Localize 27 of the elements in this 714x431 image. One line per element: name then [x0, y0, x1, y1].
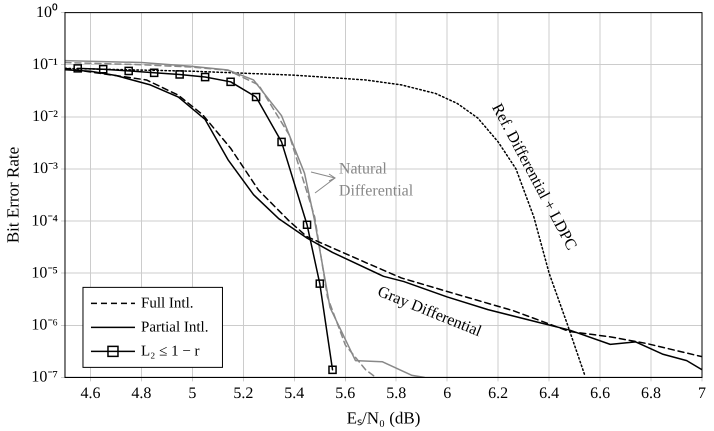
legend-label: Full Intl. [140, 295, 194, 312]
y-tick-label: 10⁻⁶ [31, 316, 58, 334]
y-tick-label: 10⁰ [36, 2, 58, 21]
x-axis-title: Eₛ/N₀ (dB) [346, 408, 420, 428]
x-tick-label: 5 [188, 385, 196, 402]
y-tick-label: 10⁻⁴ [31, 212, 58, 230]
y-tick-label: 10⁻⁷ [31, 368, 58, 386]
x-tick-label: 6.6 [590, 385, 610, 402]
x-tick-label: 5.6 [335, 385, 356, 402]
y-axis-title: Bit Error Rate [4, 146, 23, 244]
y-tick-label: 10⁻¹ [32, 56, 58, 73]
legend-label: L₂ ≤ 1 − r [140, 343, 200, 360]
x-tick-label: 5.8 [386, 385, 406, 402]
annotation: Natural Differential [338, 160, 414, 200]
x-tick-label: 5.4 [284, 385, 304, 402]
y-tick-label: 10⁻⁵ [31, 264, 58, 282]
x-tick-label: 6 [443, 385, 452, 402]
legend-label: Partial Intl. [140, 319, 208, 336]
x-tick-label: 6.2 [488, 385, 508, 402]
x-tick-label: 4.8 [131, 385, 152, 402]
x-tick-label: 6.4 [539, 385, 560, 402]
x-tick-label: 4.6 [80, 385, 100, 402]
x-tick-label: 7 [698, 385, 706, 402]
y-tick-label: 10⁻² [32, 108, 58, 126]
x-tick-label: 6.8 [641, 385, 662, 402]
x-tick-label: 5.2 [233, 385, 254, 402]
y-tick-label: 10⁻³ [32, 160, 58, 178]
